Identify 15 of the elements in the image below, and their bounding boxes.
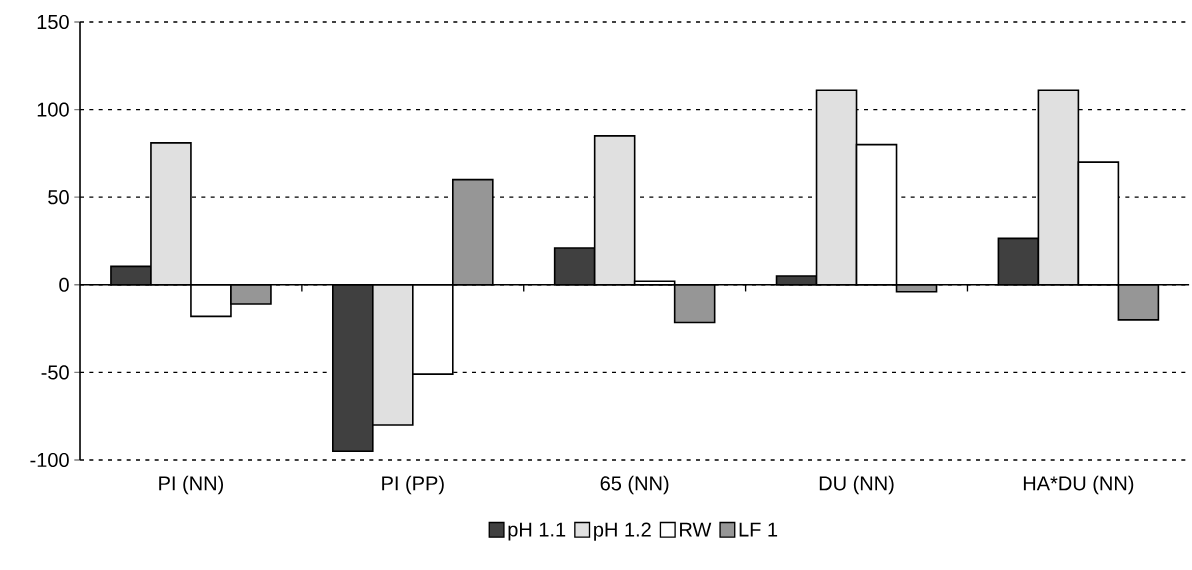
y-tick-label: -100	[30, 452, 69, 468]
x-tick-label: 65 (NN)	[600, 475, 669, 495]
x-tick-label: DU (NN)	[819, 475, 894, 495]
y-tick-label: -50	[41, 365, 69, 380]
legend-label: pH 1.1	[508, 522, 566, 541]
x-tick-label: PI (PP)	[382, 475, 444, 495]
legend-label: pH 1.2	[594, 522, 651, 541]
x-tick-label: PI (NN)	[159, 475, 224, 495]
x-tick-label: HA*DU (NN)	[1023, 475, 1134, 495]
y-tick-label: 0	[59, 277, 69, 292]
y-tick-label: 100	[37, 102, 69, 117]
y-tick-label: 150	[37, 14, 69, 30]
legend-label: RW	[680, 522, 712, 537]
y-tick-label: 50	[48, 190, 69, 205]
legend-label: LF 1	[739, 522, 778, 537]
